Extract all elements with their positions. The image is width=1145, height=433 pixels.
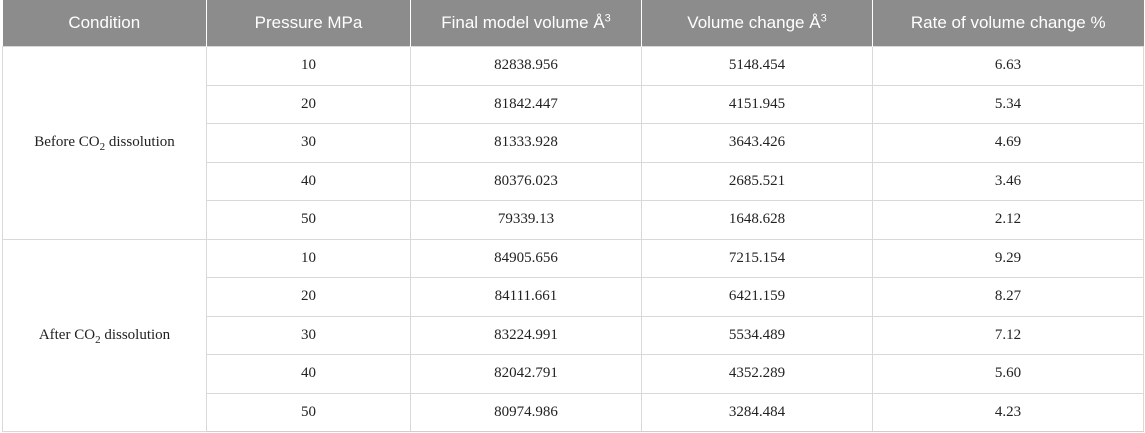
pressure-cell: 50 [206, 200, 411, 240]
final-volume-cell: 80974.986 [410, 392, 642, 432]
final-volume-cell: 84905.656 [410, 238, 642, 278]
rate-cell: 3.46 [872, 161, 1144, 201]
pressure-cell: 20 [206, 277, 411, 317]
rate-cell: 7.12 [872, 315, 1144, 355]
pressure-cell: 40 [206, 161, 411, 201]
header-row: Condition Pressure MPa Final model volum… [2, 0, 1144, 47]
table-row: 20 81842.447 4151.945 5.34 [3, 84, 1144, 124]
rate-cell: 5.60 [872, 354, 1144, 394]
table-row: Before CO2 dissolution 10 82838.956 5148… [2, 46, 1144, 240]
pressure-cell: 10 [206, 238, 411, 278]
pressure-cell: 30 [206, 315, 411, 355]
rate-cell: 9.29 [872, 238, 1144, 278]
table-row: After CO2 dissolution 10 84905.656 7215.… [2, 238, 1144, 432]
final-volume-cell: 81842.447 [410, 84, 642, 124]
pressure-cell: 50 [206, 392, 411, 432]
table-row: 30 83224.991 5534.489 7.12 [3, 315, 1144, 355]
final-volume-cell: 79339.13 [410, 200, 642, 240]
rate-cell: 2.12 [872, 200, 1144, 240]
table-row: 40 80376.023 2685.521 3.46 [3, 161, 1144, 201]
rate-cell: 4.23 [872, 392, 1144, 432]
rate-cell: 8.27 [872, 277, 1144, 317]
table-row: 40 82042.791 4352.289 5.60 [3, 354, 1144, 394]
volume-change-cell: 4352.289 [641, 354, 873, 394]
volume-change-cell: 5534.489 [641, 315, 873, 355]
volume-change-cell: 4151.945 [641, 84, 873, 124]
rate-cell: 5.34 [872, 84, 1144, 124]
final-volume-cell: 80376.023 [410, 161, 642, 201]
header-rate: Rate of volume change % [872, 0, 1144, 47]
volume-change-cell: 2685.521 [641, 161, 873, 201]
pressure-cell: 30 [206, 123, 411, 163]
table-row: 50 79339.13 1648.628 2.12 [3, 200, 1144, 240]
table-row: 20 84111.661 6421.159 8.27 [3, 277, 1144, 317]
final-volume-cell: 81333.928 [410, 123, 642, 163]
pressure-cell: 20 [206, 84, 411, 124]
header-volume-change: Volume change Å3 [641, 0, 873, 47]
final-volume-cell: 84111.661 [410, 277, 642, 317]
pressure-cell: 40 [206, 354, 411, 394]
volume-change-cell: 7215.154 [641, 238, 873, 278]
rate-cell: 4.69 [872, 123, 1144, 163]
condition-cell-before: Before CO2 dissolution [2, 46, 207, 240]
header-pressure: Pressure MPa [206, 0, 411, 47]
pressure-cell: 10 [206, 46, 411, 86]
condition-cell-after: After CO2 dissolution [2, 238, 207, 432]
volume-change-cell: 6421.159 [641, 277, 873, 317]
table-row: 30 81333.928 3643.426 4.69 [3, 123, 1144, 163]
header-final-volume: Final model volume Å3 [410, 0, 642, 47]
rate-cell: 6.63 [872, 46, 1144, 86]
header-condition: Condition [2, 0, 207, 47]
final-volume-cell: 83224.991 [410, 315, 642, 355]
final-volume-cell: 82838.956 [410, 46, 642, 86]
table-row: 50 80974.986 3284.484 4.23 [3, 392, 1144, 432]
volume-change-cell: 3643.426 [641, 123, 873, 163]
volume-change-cell: 5148.454 [641, 46, 873, 86]
volume-change-cell: 1648.628 [641, 200, 873, 240]
volume-change-cell: 3284.484 [641, 392, 873, 432]
final-volume-cell: 82042.791 [410, 354, 642, 394]
